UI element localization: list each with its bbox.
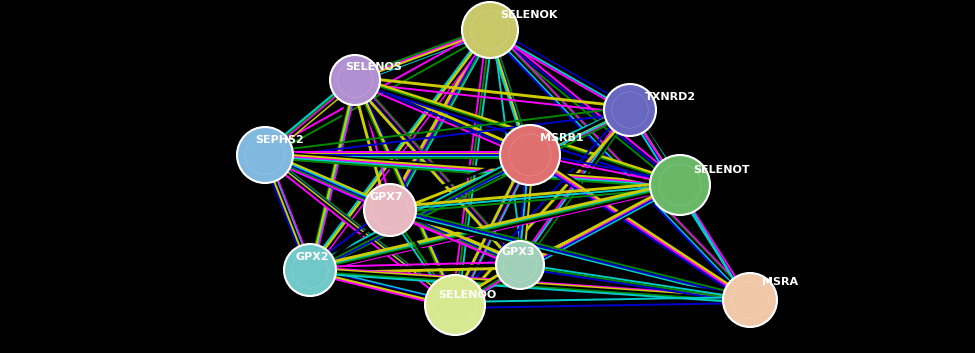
Circle shape <box>604 84 656 136</box>
Circle shape <box>284 244 336 296</box>
Text: SELENOS: SELENOS <box>345 62 402 72</box>
Text: MSRB1: MSRB1 <box>540 133 584 143</box>
Text: SELENOK: SELENOK <box>500 10 558 20</box>
Text: SELENOT: SELENOT <box>693 165 750 175</box>
Text: GPX7: GPX7 <box>370 192 404 202</box>
Text: TXNRD2: TXNRD2 <box>645 92 696 102</box>
Circle shape <box>496 241 544 289</box>
Circle shape <box>237 127 293 183</box>
Text: SEPHS2: SEPHS2 <box>255 135 304 145</box>
Circle shape <box>500 125 560 185</box>
Circle shape <box>462 2 518 58</box>
Circle shape <box>723 273 777 327</box>
Circle shape <box>425 275 485 335</box>
Circle shape <box>330 55 380 105</box>
Circle shape <box>364 184 416 236</box>
Text: SELENOO: SELENOO <box>438 290 496 300</box>
Text: MSRA: MSRA <box>762 277 799 287</box>
Text: GPX3: GPX3 <box>502 247 535 257</box>
Text: GPX2: GPX2 <box>295 252 329 262</box>
Circle shape <box>650 155 710 215</box>
